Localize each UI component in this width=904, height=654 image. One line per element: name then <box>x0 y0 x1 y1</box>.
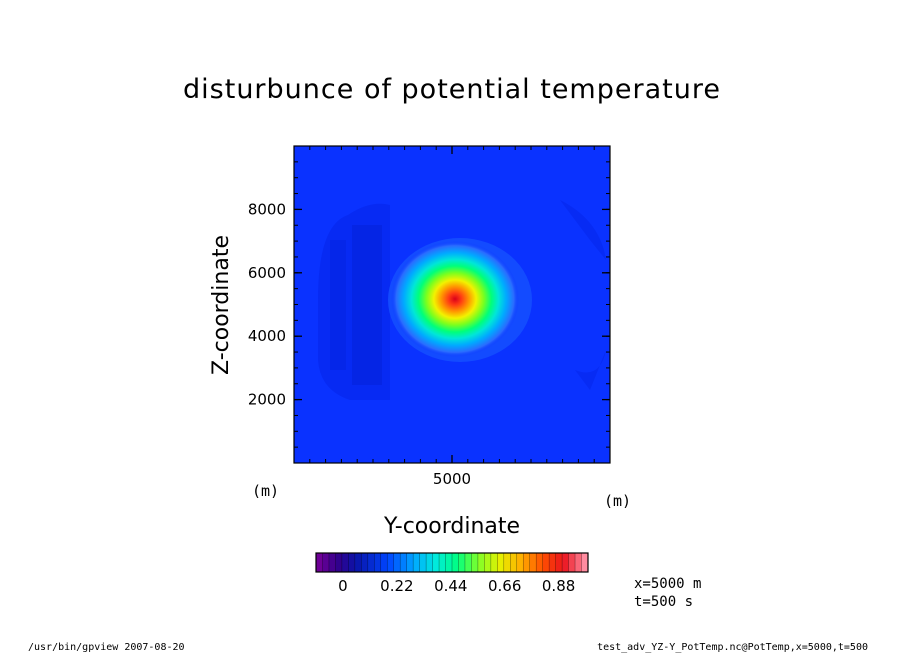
footer-right: test_adv_YZ-Y_PotTemp.nc@PotTemp,x=5000,… <box>597 642 868 653</box>
y-tick-label: 6000 <box>248 264 286 282</box>
heatmap-field <box>294 146 610 463</box>
colorbar-segment <box>458 553 466 572</box>
colorbar-segment <box>497 553 505 572</box>
colorbar-segment <box>471 553 479 572</box>
colorbar-segment <box>432 553 440 572</box>
colorbar-segment <box>581 553 589 572</box>
colorbar: 0 0.22 0.44 0.66 0.88 <box>315 552 589 595</box>
colorbar-segment <box>490 553 498 572</box>
colorbar-segment <box>536 553 544 572</box>
time-annotation: t=500 s <box>634 594 694 610</box>
y-tick-label: 4000 <box>248 327 286 345</box>
colorbar-segment <box>374 553 382 572</box>
colorbar-segment <box>387 553 395 572</box>
colorbar-tick-label: 0.66 <box>488 577 521 595</box>
colorbar-segment <box>477 553 485 572</box>
colorbar-segment <box>452 553 459 572</box>
x-unit-label: (m) <box>604 492 632 510</box>
colorbar-segment <box>413 553 421 572</box>
colorbar-segment <box>510 553 518 572</box>
colorbar-segment <box>367 553 375 572</box>
colorbar-tick-label: 0.22 <box>380 577 413 595</box>
colorbar-segment <box>484 553 492 572</box>
colorbar-segment <box>516 553 524 572</box>
colorbar-segment <box>341 553 349 572</box>
colorbar-segment <box>328 553 336 572</box>
colorbar-segment <box>393 553 401 572</box>
colorbar-tick-label: 0.44 <box>434 577 467 595</box>
colorbar-tick-label: 0.88 <box>542 577 575 595</box>
colorbar-segment <box>419 553 427 572</box>
colorbar-segment <box>426 553 433 572</box>
y-tick-label: 2000 <box>248 391 286 409</box>
y-tick-label: 8000 <box>248 200 286 218</box>
colorbar-tick-label: 0 <box>338 577 348 595</box>
colorbar-segment <box>555 553 563 572</box>
colorbar-segment <box>445 553 453 572</box>
colorbar-segment <box>335 553 343 572</box>
colorbar-segment <box>523 553 531 572</box>
colorbar-segment <box>549 553 557 572</box>
colorbar-segment <box>400 553 408 572</box>
y-axis-title: Z-coordinate <box>209 235 234 375</box>
colorbar-segment <box>568 553 576 572</box>
colorbar-segment <box>361 553 369 572</box>
colorbar-segment <box>575 553 582 572</box>
x-position-annotation: x=5000 m <box>634 576 702 592</box>
x-tick-label: 5000 <box>433 470 471 488</box>
colorbar-segment <box>348 553 356 572</box>
colorbar-frame <box>315 552 589 573</box>
colorbar-segment <box>406 553 414 572</box>
axes: 2000 4000 6000 8000 5000 <box>248 146 610 488</box>
colorbar-segment <box>322 553 330 572</box>
colorbar-segment <box>529 553 537 572</box>
colorbar-segment <box>542 553 550 572</box>
colorbar-segment <box>464 553 472 572</box>
colorbar-segment <box>562 553 569 572</box>
colorbar-segment <box>354 553 362 572</box>
y-unit-label: (m) <box>252 482 280 500</box>
x-axis-title: Y-coordinate <box>383 514 521 539</box>
colorbar-segment <box>503 553 511 572</box>
colorbar-segment <box>316 553 323 572</box>
chart-title: disturbunce of potential temperature <box>183 74 721 105</box>
colorbar-segment <box>439 553 446 572</box>
colorbar-segment <box>380 553 388 572</box>
footer-left: /usr/bin/gpview 2007-08-20 <box>28 642 185 653</box>
